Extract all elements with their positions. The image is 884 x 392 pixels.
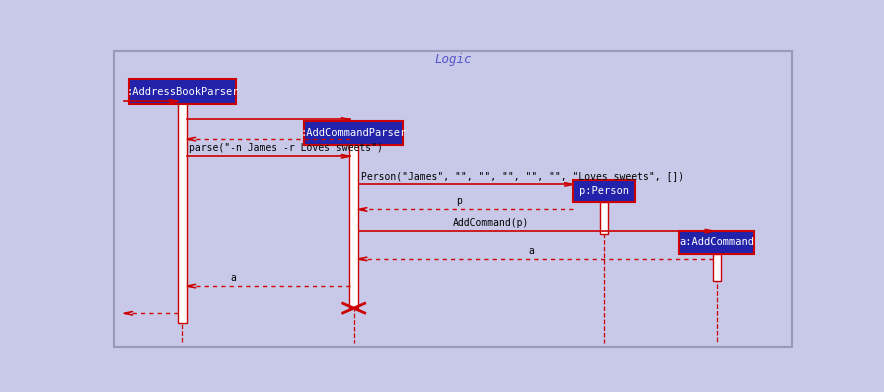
Text: AddCommand(p): AddCommand(p) <box>453 218 530 228</box>
Text: p: p <box>456 196 462 207</box>
Bar <box>178 102 187 323</box>
Bar <box>600 203 607 234</box>
Text: :AddressBookParser: :AddressBookParser <box>126 87 239 96</box>
Text: Logic: Logic <box>434 53 472 65</box>
Bar <box>304 121 403 145</box>
Bar <box>349 143 358 308</box>
Bar <box>713 254 720 281</box>
Text: a:AddCommand: a:AddCommand <box>679 238 754 247</box>
Bar <box>129 79 235 104</box>
Text: a: a <box>529 246 534 256</box>
Text: p:Person: p:Person <box>579 186 629 196</box>
Text: Person("James", "", "", "", "", "", "Loves sweets", []): Person("James", "", "", "", "", "", "Lov… <box>361 171 683 181</box>
Text: a: a <box>231 273 236 283</box>
Bar <box>573 180 635 203</box>
Text: :AddCommandParser: :AddCommandParser <box>301 128 407 138</box>
Text: parse("-n James -r Loves sweets"): parse("-n James -r Loves sweets") <box>189 143 383 153</box>
Bar <box>679 231 755 254</box>
